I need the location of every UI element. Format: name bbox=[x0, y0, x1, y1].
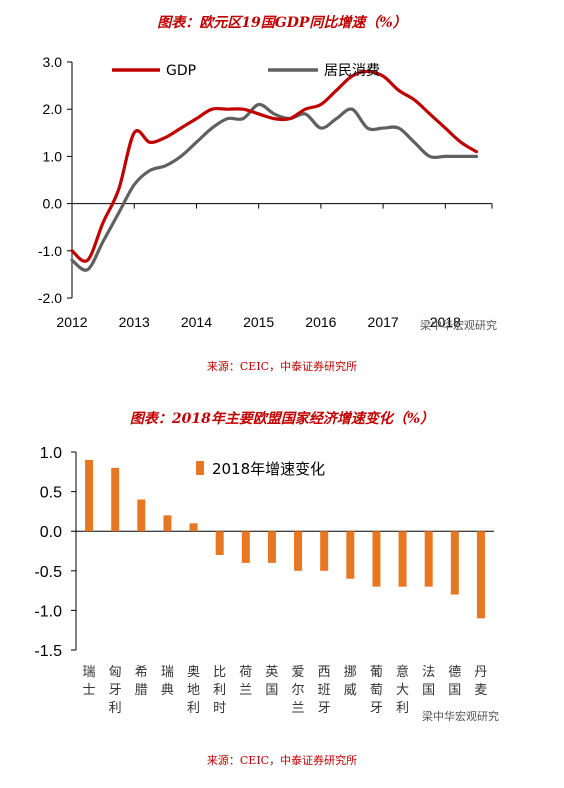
category-label-char: 利 bbox=[187, 701, 200, 716]
y-tick-label: -1.0 bbox=[34, 603, 62, 620]
bar-德国 bbox=[450, 531, 459, 595]
chart2-source: 来源：CEIC，中泰证券研究所 bbox=[206, 754, 358, 767]
y-tick-label: -2.0 bbox=[38, 290, 62, 306]
category-label-char: 腊 bbox=[135, 683, 148, 698]
y-tick-label: -1.5 bbox=[34, 643, 62, 660]
category-label-char: 国 bbox=[265, 683, 278, 698]
category-label-char: 爱 bbox=[292, 665, 305, 680]
bar-比利时 bbox=[215, 531, 224, 555]
category-label-char: 典 bbox=[161, 683, 174, 698]
legend-label: GDP bbox=[166, 63, 196, 79]
category-label-char: 瑞 bbox=[161, 665, 174, 680]
chart2-watermark: 梁中华宏观研究 bbox=[422, 709, 499, 723]
bar-瑞士 bbox=[85, 459, 94, 532]
category-label-char: 英 bbox=[265, 665, 278, 680]
category-label-char: 时 bbox=[213, 701, 226, 716]
category-label-char: 国 bbox=[422, 683, 435, 698]
y-tick-label: 0.0 bbox=[43, 196, 63, 212]
category-label-char: 兰 bbox=[239, 683, 252, 698]
bar-葡萄牙 bbox=[372, 531, 381, 587]
category-label-char: 利 bbox=[396, 701, 409, 716]
gdp-line-chart: 3.0 2.0 1.0 0.0 -1.0 -2.0 2012 2013 2014 2015 2016… bbox=[38, 54, 497, 332]
category-label-char: 牙 bbox=[109, 683, 122, 698]
series-line-gdp bbox=[70, 69, 479, 263]
bar-爱尔兰 bbox=[294, 531, 303, 571]
y-tick-label: -0.5 bbox=[34, 564, 62, 581]
category-label-char: 利 bbox=[109, 701, 122, 716]
category-label-char: 威 bbox=[344, 683, 357, 698]
category-label-char: 尔 bbox=[292, 683, 305, 698]
chart2-title: 图表：2018年主要欧盟国家经济增速变化（%） bbox=[129, 411, 435, 427]
category-label-char: 葡 bbox=[370, 665, 383, 680]
y-tick-label: 1.0 bbox=[40, 445, 62, 462]
bar-奥地利 bbox=[189, 523, 198, 532]
category-label-char: 大 bbox=[396, 683, 409, 698]
bar-荷兰 bbox=[241, 531, 250, 563]
y-tick-label: 0.5 bbox=[40, 485, 62, 502]
legend-swatch bbox=[196, 461, 204, 475]
bar-挪威 bbox=[346, 531, 355, 579]
country-bar-chart: 1.00.50.0-0.5-1.0-1.5 瑞士匈牙利希腊瑞典奥地利比利时荷兰英… bbox=[34, 445, 499, 723]
category-label-char: 奥 bbox=[187, 665, 200, 680]
legend-label: 居民消费 bbox=[324, 63, 380, 79]
category-label-char: 牙 bbox=[318, 701, 331, 716]
category-label-char: 萄 bbox=[370, 683, 383, 698]
category-label-char: 瑞 bbox=[83, 665, 96, 680]
legend-label: 2018年增速变化 bbox=[212, 460, 325, 478]
y-tick-label: 3.0 bbox=[43, 54, 63, 70]
x-tick-label: 2018 bbox=[430, 314, 461, 330]
category-label-char: 德 bbox=[448, 665, 461, 680]
category-label-char: 匈 bbox=[109, 665, 122, 680]
x-tick-label: 2013 bbox=[119, 314, 150, 330]
category-label-char: 意 bbox=[396, 664, 409, 680]
x-tick-label: 2015 bbox=[243, 314, 274, 330]
category-label-char: 地 bbox=[187, 683, 200, 698]
y-tick-label: 0.0 bbox=[40, 524, 62, 541]
bar-意大利 bbox=[398, 531, 407, 587]
bar-丹麦 bbox=[476, 531, 485, 619]
y-tick-label: -1.0 bbox=[38, 243, 62, 259]
category-label-char: 国 bbox=[448, 683, 461, 698]
bar-希腊 bbox=[137, 499, 146, 532]
x-tick-label: 2014 bbox=[181, 314, 212, 330]
bar-匈牙利 bbox=[111, 467, 120, 532]
bar-英国 bbox=[267, 531, 276, 563]
x-tick-label: 2017 bbox=[368, 314, 399, 330]
category-label-char: 士 bbox=[83, 683, 96, 698]
category-label-char: 荷 bbox=[239, 665, 252, 680]
category-label-char: 牙 bbox=[370, 701, 383, 716]
x-tick-label: 2016 bbox=[305, 314, 336, 330]
category-label-char: 利 bbox=[213, 683, 226, 698]
bar-瑞典 bbox=[163, 515, 172, 532]
y-tick-label: 2.0 bbox=[43, 101, 63, 117]
chart1-title: 图表：欧元区19国GDP同比增速（%） bbox=[157, 15, 407, 31]
category-label-char: 希 bbox=[135, 665, 148, 680]
chart1-source: 来源：CEIC，中泰证券研究所 bbox=[206, 360, 358, 373]
category-label-char: 兰 bbox=[292, 701, 305, 716]
category-label-char: 丹 bbox=[474, 665, 487, 680]
x-tick-label: 2012 bbox=[56, 314, 87, 330]
bar-法国 bbox=[424, 531, 433, 587]
category-label-char: 麦 bbox=[474, 683, 487, 698]
category-label-char: 班 bbox=[318, 683, 331, 698]
category-label-char: 比 bbox=[213, 665, 226, 680]
category-label-char: 法 bbox=[422, 665, 435, 680]
category-label-char: 挪 bbox=[344, 665, 357, 680]
y-tick-label: 1.0 bbox=[43, 148, 63, 164]
category-label-char: 西 bbox=[318, 665, 331, 680]
series-line-consumption bbox=[70, 102, 479, 272]
bar-西班牙 bbox=[320, 531, 329, 571]
chart1-watermark: 梁中华宏观研究 bbox=[420, 318, 497, 332]
